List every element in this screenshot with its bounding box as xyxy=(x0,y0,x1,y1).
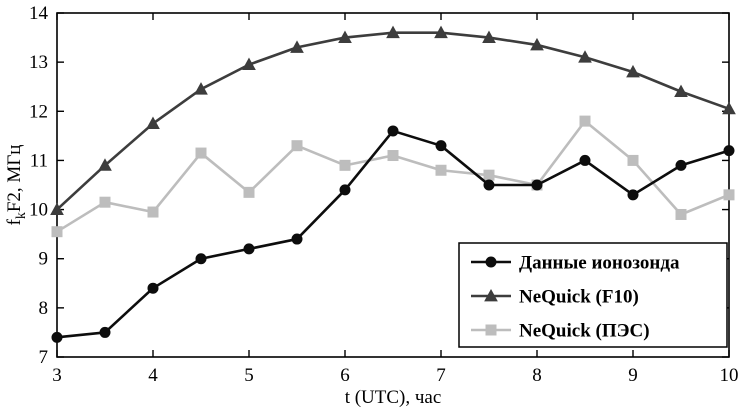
triangle-marker xyxy=(578,50,592,63)
circle-marker xyxy=(485,256,497,268)
x-tick-label: 10 xyxy=(720,365,739,386)
square-marker xyxy=(51,226,63,238)
square-marker xyxy=(291,140,303,152)
triangle-marker xyxy=(482,30,496,43)
triangle-marker xyxy=(386,25,400,39)
series-square xyxy=(51,115,735,238)
triangle-marker xyxy=(50,202,64,215)
legend-label: Данные ионозонда xyxy=(519,253,680,274)
x-tick-label: 5 xyxy=(244,365,254,386)
y-tick-label: 12 xyxy=(29,101,48,122)
circle-marker xyxy=(99,326,111,338)
triangle-marker xyxy=(194,82,208,95)
circle-marker xyxy=(435,140,447,152)
legend: Данные ионозонда NeQuick (F10) NeQuick (ПЭ… xyxy=(458,242,728,348)
circle-marker xyxy=(243,243,255,255)
square-marker xyxy=(243,186,255,198)
triangle-marker xyxy=(626,64,640,78)
triangle-marker xyxy=(722,101,736,115)
triangle-marker xyxy=(338,30,352,43)
square-marker xyxy=(339,159,351,171)
triangle-marker xyxy=(242,57,256,71)
square-marker xyxy=(627,154,639,166)
circle-marker xyxy=(675,159,687,171)
x-tick-label: 4 xyxy=(148,365,158,386)
y-tick-label: 9 xyxy=(39,249,49,270)
circle-marker xyxy=(147,282,159,294)
triangle-marker xyxy=(290,40,304,53)
series-triangle xyxy=(50,25,736,215)
triangle-marker xyxy=(674,84,688,98)
y-tick-label: 7 xyxy=(39,347,49,368)
circle-marker xyxy=(531,179,543,191)
x-tick-label: 9 xyxy=(628,365,638,386)
series-circle xyxy=(51,125,735,343)
square-marker xyxy=(483,169,495,181)
circle-marker xyxy=(195,253,207,265)
legend-label: NeQuick (ПЭС) xyxy=(519,321,650,342)
square-marker xyxy=(435,164,447,176)
square-marker xyxy=(195,147,207,159)
square-marker xyxy=(99,196,111,208)
square-marker xyxy=(723,189,735,201)
circle-marker xyxy=(291,233,303,245)
circle-marker xyxy=(627,189,639,201)
y-tick-label: 13 xyxy=(29,52,48,73)
square-marker xyxy=(485,324,497,336)
x-axis-label: t (UTC), час xyxy=(345,387,442,408)
square-marker xyxy=(387,150,399,162)
circle-marker xyxy=(51,331,63,343)
triangle-marker xyxy=(146,116,160,129)
triangle-marker xyxy=(434,25,448,39)
circle-marker xyxy=(723,145,735,157)
circle-marker xyxy=(387,125,399,137)
axes: 3 4 5 6 7 8 9 10 7 8 9 10 11 12 13 14 xyxy=(29,3,739,386)
triangle-marker xyxy=(98,158,112,171)
y-axis-label: fkF2, МГц xyxy=(4,145,29,226)
triangle-marker xyxy=(530,37,544,51)
circle-marker xyxy=(579,154,591,166)
x-tick-label: 3 xyxy=(52,365,62,386)
x-tick-label: 8 xyxy=(532,365,542,386)
circle-marker xyxy=(483,179,495,191)
square-marker xyxy=(147,206,159,218)
y-tick-label: 8 xyxy=(39,298,49,319)
legend-label: NeQuick (F10) xyxy=(519,287,639,308)
y-tick-label: 10 xyxy=(29,200,48,221)
square-marker xyxy=(579,115,591,127)
square-marker xyxy=(675,208,687,220)
y-tick-label: 11 xyxy=(30,150,48,171)
x-tick-label: 6 xyxy=(340,365,350,386)
triangle-marker xyxy=(484,288,498,302)
x-tick-label: 7 xyxy=(436,365,446,386)
circle-marker xyxy=(339,184,351,196)
y-tick-label: 14 xyxy=(29,3,49,24)
